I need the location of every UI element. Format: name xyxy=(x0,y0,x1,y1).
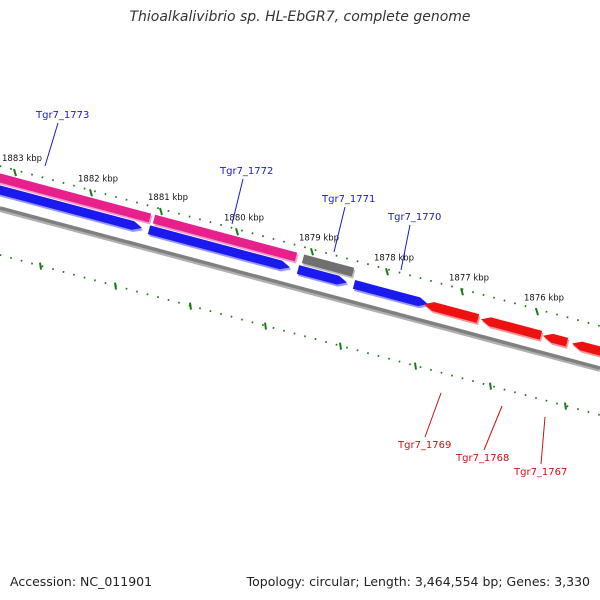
page-title: Thioalkalivibrio sp. HL-EbGR7, complete … xyxy=(129,9,471,25)
genome-summary-text: Topology: circular; Length: 3,464,554 bp… xyxy=(246,574,590,589)
gene-tgr7-1768-body xyxy=(481,317,543,340)
gene-label: Tgr7_1773 xyxy=(35,110,89,121)
gene-label: Tgr7_1769 xyxy=(397,440,451,451)
gene-tgr7-1771-body xyxy=(301,254,355,277)
outer-tick-ring xyxy=(0,165,600,327)
gene-leader-line xyxy=(483,405,503,451)
major-tick xyxy=(460,287,464,296)
gene-tgr7-1771 xyxy=(301,254,356,279)
major-tick xyxy=(39,262,42,270)
major-tick xyxy=(235,227,239,236)
major-tick xyxy=(114,282,117,290)
gene-tgr7-1770 xyxy=(352,280,430,309)
gene-blue-3-body xyxy=(296,265,347,285)
gene-blue-1-body xyxy=(0,185,142,230)
gene-tgr7-1769 xyxy=(424,302,481,326)
gene-leader-line xyxy=(44,122,59,167)
gene-label: Tgr7_1771 xyxy=(321,194,375,205)
gene-tgr7-1772 xyxy=(152,214,299,264)
major-tick xyxy=(189,302,192,310)
gene-label: Tgr7_1767 xyxy=(513,467,567,478)
gene-red-edge-body xyxy=(572,341,600,356)
gene-label: Tgr7_1772 xyxy=(219,166,273,177)
scale-label: 1882 kbp xyxy=(78,174,118,184)
scale-label: 1877 kbp xyxy=(449,273,489,283)
gene-tgr7-1768 xyxy=(481,317,544,342)
gene-labels: Tgr7_1773 Tgr7_1772 Tgr7_1771 Tgr7_1770 Tgr7… xyxy=(35,110,567,478)
accession-text: Accession: NC_011901 xyxy=(10,574,153,589)
major-tick xyxy=(339,342,342,350)
major-tick xyxy=(414,362,417,370)
gene-tgr7-1767 xyxy=(543,333,570,349)
scale-labels: 1883 kbp 1882 kbp 1881 kbp 1880 kbp 1879 kbp… xyxy=(2,154,567,410)
gene-blue-2-body xyxy=(147,225,290,270)
major-tick xyxy=(13,168,17,177)
gene-leader-line xyxy=(400,224,411,271)
major-tick xyxy=(159,207,163,216)
gene-red-edge xyxy=(572,341,600,358)
scale-label: 1881 kbp xyxy=(148,193,188,203)
gene-blue-1 xyxy=(0,185,144,233)
gene-tgr7-1769-body xyxy=(424,302,480,323)
scale-label: 1883 kbp xyxy=(2,154,42,164)
scale-label: 1880 kbp xyxy=(224,213,264,223)
gene-tgr7-1773 xyxy=(0,173,153,225)
backbone-line xyxy=(0,206,600,370)
gene-blue-3 xyxy=(296,265,349,287)
major-tick xyxy=(89,189,93,197)
major-tick xyxy=(310,247,314,256)
gene-label: Tgr7_1770 xyxy=(387,212,441,223)
gene-blue-2 xyxy=(147,225,292,272)
gene-tgr7-1770-body xyxy=(352,280,428,307)
major-tick xyxy=(385,267,389,276)
major-tick xyxy=(489,382,492,390)
gene-leader-line xyxy=(424,392,442,438)
gene-leader-line xyxy=(540,416,546,465)
gene-tgr7-1767-body xyxy=(543,333,569,347)
gene-tgr7-1773-body xyxy=(0,173,152,223)
gene-tgr7-1772-body xyxy=(152,214,298,262)
major-tick xyxy=(564,402,567,410)
scale-label: 1879 kbp xyxy=(299,233,339,243)
major-tick xyxy=(264,322,267,330)
gene-leader-line xyxy=(231,178,244,225)
scale-label: 1876 kbp xyxy=(524,293,564,303)
gene-label: Tgr7_1768 xyxy=(455,453,509,464)
gene-leader-line xyxy=(333,206,346,253)
major-tick xyxy=(535,307,539,316)
scale-label: 1878 kbp xyxy=(374,253,414,263)
